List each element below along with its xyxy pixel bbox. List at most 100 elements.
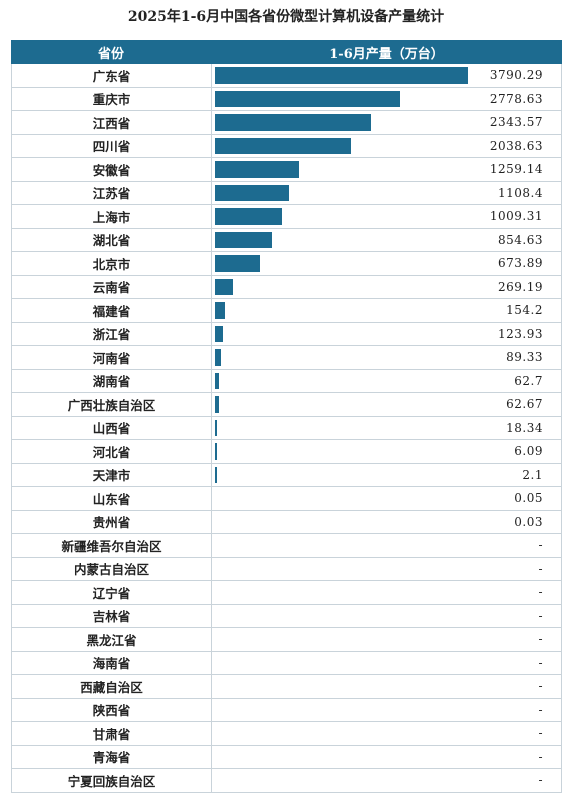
table-row: 天津市 2.1 bbox=[11, 463, 562, 487]
output-value: 2343.57 bbox=[489, 115, 543, 130]
output-cell: 18.34 bbox=[212, 417, 561, 440]
table-row: 河北省 6.09 bbox=[11, 440, 562, 464]
output-value: 154.2 bbox=[506, 303, 543, 318]
output-bar bbox=[215, 325, 224, 342]
output-bar bbox=[215, 443, 217, 460]
output-value: 673.89 bbox=[498, 256, 543, 271]
province-label: 上海市 bbox=[12, 205, 212, 228]
output-cell: 854.63 bbox=[212, 229, 561, 252]
output-value: - bbox=[538, 749, 543, 764]
output-cell: 0.05 bbox=[212, 487, 561, 510]
output-cell: 0.03 bbox=[212, 511, 561, 534]
output-bar bbox=[215, 137, 352, 154]
data-table: 省份 1-6月产量（万台） 广东省 3790.29 重庆市 2778.63 江西省 234… bbox=[11, 40, 562, 793]
output-bar bbox=[215, 184, 289, 201]
output-bar bbox=[215, 231, 273, 248]
output-value: - bbox=[538, 655, 543, 670]
output-value: 6.09 bbox=[514, 444, 543, 459]
table-row: 河南省 89.33 bbox=[11, 346, 562, 370]
output-cell: 6.09 bbox=[212, 440, 561, 463]
output-value: 1259.14 bbox=[489, 162, 543, 177]
output-cell: 2343.57 bbox=[212, 111, 561, 134]
output-bar bbox=[215, 255, 260, 272]
province-label: 天津市 bbox=[12, 463, 212, 486]
output-cell: - bbox=[212, 628, 561, 651]
output-cell: - bbox=[212, 699, 561, 722]
output-bar bbox=[215, 208, 283, 225]
province-label: 贵州省 bbox=[12, 510, 212, 533]
province-label: 福建省 bbox=[12, 299, 212, 322]
province-label: 浙江省 bbox=[12, 322, 212, 345]
table-row: 甘肃省 - bbox=[11, 722, 562, 746]
province-label: 陕西省 bbox=[12, 698, 212, 721]
output-value: - bbox=[538, 538, 543, 553]
output-value: 1108.4 bbox=[498, 185, 543, 200]
table-row: 福建省 154.2 bbox=[11, 299, 562, 323]
output-cell: 1009.31 bbox=[212, 205, 561, 228]
output-value: - bbox=[538, 561, 543, 576]
table-row: 江西省 2343.57 bbox=[11, 111, 562, 135]
province-label: 西藏自治区 bbox=[12, 675, 212, 698]
output-bar bbox=[215, 67, 468, 84]
output-value: 2778.63 bbox=[489, 91, 543, 106]
output-bar bbox=[215, 278, 233, 295]
table-row: 海南省 - bbox=[11, 651, 562, 675]
output-value: 3790.29 bbox=[489, 68, 543, 83]
output-value: 0.05 bbox=[514, 491, 543, 506]
province-label: 吉林省 bbox=[12, 604, 212, 627]
table-row: 云南省 269.19 bbox=[11, 275, 562, 299]
province-label: 广西壮族自治区 bbox=[12, 393, 212, 416]
output-bar bbox=[215, 419, 217, 436]
output-value: 2038.63 bbox=[489, 138, 543, 153]
output-cell: - bbox=[212, 534, 561, 557]
output-cell: 1108.4 bbox=[212, 182, 561, 205]
province-label: 湖南省 bbox=[12, 369, 212, 392]
output-cell: 2038.63 bbox=[212, 135, 561, 158]
output-cell: - bbox=[212, 769, 561, 792]
province-label: 湖北省 bbox=[12, 228, 212, 251]
table-row: 重庆市 2778.63 bbox=[11, 87, 562, 111]
output-bar bbox=[215, 114, 372, 131]
output-value: - bbox=[538, 585, 543, 600]
province-label: 江西省 bbox=[12, 111, 212, 134]
province-label: 云南省 bbox=[12, 275, 212, 298]
output-value: 854.63 bbox=[498, 232, 543, 247]
province-label: 内蒙古自治区 bbox=[12, 557, 212, 580]
province-label: 黑龙江省 bbox=[12, 628, 212, 651]
province-label: 山东省 bbox=[12, 487, 212, 510]
province-label: 山西省 bbox=[12, 416, 212, 439]
table-row: 上海市 1009.31 bbox=[11, 205, 562, 229]
output-bar bbox=[215, 349, 221, 366]
output-value: - bbox=[538, 726, 543, 741]
province-label: 河南省 bbox=[12, 346, 212, 369]
output-value: 269.19 bbox=[498, 279, 543, 294]
output-bar bbox=[215, 396, 220, 413]
province-label: 广东省 bbox=[12, 64, 212, 87]
province-label: 宁夏回族自治区 bbox=[12, 769, 212, 792]
output-bar bbox=[215, 372, 220, 389]
output-bar bbox=[215, 161, 300, 178]
output-value: - bbox=[538, 679, 543, 694]
output-cell: 62.67 bbox=[212, 393, 561, 416]
province-label: 四川省 bbox=[12, 134, 212, 157]
province-label: 河北省 bbox=[12, 440, 212, 463]
output-value: - bbox=[538, 773, 543, 788]
output-value: 0.03 bbox=[514, 514, 543, 529]
header-output: 1-6月产量（万台） bbox=[329, 46, 444, 62]
output-bar bbox=[215, 466, 217, 483]
province-label: 江苏省 bbox=[12, 181, 212, 204]
table-row: 湖北省 854.63 bbox=[11, 228, 562, 252]
output-value: - bbox=[538, 702, 543, 717]
province-label: 重庆市 bbox=[12, 87, 212, 110]
table-row: 内蒙古自治区 - bbox=[11, 557, 562, 581]
table-row: 黑龙江省 - bbox=[11, 628, 562, 652]
province-label: 辽宁省 bbox=[12, 581, 212, 604]
output-value: - bbox=[538, 608, 543, 623]
province-label: 北京市 bbox=[12, 252, 212, 275]
output-value: 2.1 bbox=[522, 467, 543, 482]
table-row: 西藏自治区 - bbox=[11, 675, 562, 699]
table-row: 广西壮族自治区 62.67 bbox=[11, 393, 562, 417]
output-value: - bbox=[538, 632, 543, 647]
output-cell: 123.93 bbox=[212, 323, 561, 346]
table-row: 新疆维吾尔自治区 - bbox=[11, 534, 562, 558]
